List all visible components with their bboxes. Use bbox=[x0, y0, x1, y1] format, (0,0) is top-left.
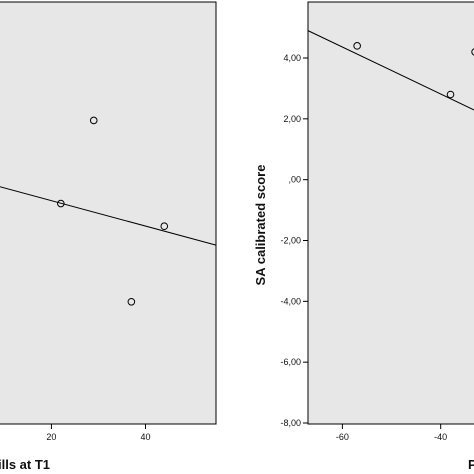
y-tick-label: -8,00 bbox=[280, 418, 301, 428]
y-tick-label: ,00 bbox=[288, 175, 301, 185]
y-tick-label: -4,00 bbox=[280, 296, 301, 306]
y-tick-label: 4,00 bbox=[283, 53, 301, 63]
x-tick-label: -60 bbox=[336, 432, 349, 442]
y-tick-label: 2,00 bbox=[283, 114, 301, 124]
x-tick-label: 20 bbox=[46, 432, 56, 442]
fit-line bbox=[0, 186, 217, 246]
x-tick-label: -40 bbox=[434, 432, 447, 442]
x-tick-label: 40 bbox=[140, 432, 150, 442]
y-axis-label: SA calibrated score bbox=[253, 165, 268, 286]
y-tick-label: -6,00 bbox=[280, 357, 301, 367]
right-scatter-panel: 4,00 2,00 ,00 -2,00 -4,00 -6,00 -8,00 -60 -40 SA … bbox=[253, 1, 474, 472]
data-point bbox=[446, 90, 455, 99]
data-point bbox=[471, 48, 474, 56]
right-plot-area bbox=[307, 1, 474, 425]
left-plot-area bbox=[0, 1, 217, 425]
x-axis-label: ills at T1 bbox=[0, 457, 50, 472]
data-point bbox=[353, 42, 361, 50]
data-point bbox=[57, 199, 65, 208]
left-scatter-panel: 20 40 ills at T1 bbox=[0, 1, 217, 472]
x-axis-label: P bbox=[468, 457, 474, 472]
data-point bbox=[160, 222, 169, 231]
data-point bbox=[89, 116, 98, 125]
y-tick-label: -2,00 bbox=[280, 236, 301, 246]
fit-line bbox=[307, 30, 474, 111]
data-point bbox=[127, 297, 136, 306]
